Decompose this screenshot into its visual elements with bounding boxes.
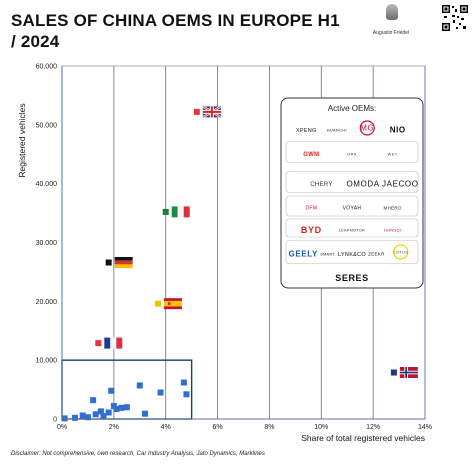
flag-stripe (163, 306, 182, 310)
flag-cross-h-blue (399, 371, 418, 374)
brand-logo: HONGQI (384, 228, 401, 232)
brand-logo: WEY (388, 151, 398, 156)
x-tick-label: 10% (314, 424, 328, 431)
brand-logo: GWM (303, 152, 319, 158)
data-point-other (84, 414, 91, 421)
brand-logo: NIO (390, 126, 406, 135)
qr-code-icon (441, 4, 469, 32)
legend-title: Active OEMs: (328, 104, 376, 113)
data-point-other (92, 411, 99, 418)
legend-row-frame (285, 141, 419, 163)
x-tick-label: 14% (418, 424, 432, 431)
legend-row-frame (285, 218, 419, 238)
data-point-other (183, 391, 190, 398)
legend-row-frame (285, 240, 419, 264)
y-tick-label: 0 (53, 417, 57, 424)
flag-stripe (104, 337, 111, 349)
flag-stripe (116, 337, 123, 349)
person-avatar-icon (386, 4, 398, 20)
flag-cross-h-red (202, 110, 221, 113)
data-point-other (113, 405, 120, 412)
brand-logo: GEELY (289, 250, 318, 259)
brand-logo: SMART (320, 252, 335, 256)
brand-logo: OMODA JAECOO (346, 180, 418, 189)
data-point-norway (390, 369, 397, 376)
data-point-france (95, 340, 102, 347)
data-point-other (97, 408, 104, 415)
x-tick-label: 2% (109, 424, 119, 431)
disclaimer-text: Disclaimer: Not comprehensive, own resea… (11, 451, 265, 457)
y-tick-label: 10.000 (36, 358, 58, 365)
data-point-other (71, 414, 78, 421)
y-tick-label: 20.000 (36, 299, 58, 306)
brand-logo: LOTUS (393, 249, 408, 254)
brand-logo: LYNK&CO (338, 252, 366, 258)
brand-logo: XPENG (296, 128, 317, 134)
author-name: Augustin Friedel (372, 30, 410, 36)
data-point-other (100, 413, 107, 420)
data-point-other (123, 404, 130, 411)
brand-logo: DFM (305, 206, 317, 212)
data-point-other (157, 389, 164, 396)
data-point-uk (193, 108, 200, 115)
uk-flag-icon (202, 105, 222, 119)
france-flag-icon (104, 337, 123, 349)
legend-row-frame (285, 195, 419, 217)
brand-logo: ZEEKR (368, 252, 385, 257)
data-point-other (118, 404, 125, 411)
brand-logo: VOYAH (343, 206, 362, 212)
flag-stripe (183, 206, 190, 218)
author-badge: Augustin Friedel (340, 4, 442, 40)
data-point-other (61, 415, 68, 422)
flag-stripe (114, 257, 133, 261)
brand-logo: MHERO (384, 206, 402, 211)
flag-stripe (114, 260, 133, 265)
x-axis-label: Share of total registered vehicles (301, 433, 425, 443)
brand-logo: MG (360, 124, 374, 133)
brand-logo: HUANCHI (327, 127, 347, 132)
data-point-other (105, 409, 112, 416)
flag-emblem (167, 302, 171, 306)
brand-logo: ORA (347, 151, 357, 156)
italy-flag-icon (171, 206, 190, 218)
brand-logo: CHERY (310, 182, 332, 188)
data-point-other (180, 379, 187, 386)
y-tick-label: 60.000 (36, 64, 58, 71)
data-point-germany (105, 259, 112, 266)
data-point-other (108, 387, 115, 394)
x-tick-label: 8% (264, 424, 274, 431)
germany-flag-icon (114, 257, 133, 269)
legend-row-frame (285, 171, 419, 193)
norway-flag-icon (399, 367, 418, 379)
brand-logo: SERES (335, 273, 369, 283)
brand-logo: LEAPMOTOR (339, 228, 365, 232)
flag-stripe (110, 337, 117, 349)
y-axis-label: Registered vehicles (17, 103, 27, 177)
brand-badge (359, 120, 375, 136)
data-point-other (90, 397, 97, 404)
brand-badge (393, 244, 409, 260)
x-tick-label: 6% (213, 424, 223, 431)
x-tick-label: 4% (161, 424, 171, 431)
y-tick-label: 50.000 (36, 122, 58, 129)
y-tick-label: 40.000 (36, 181, 58, 188)
data-point-italy (162, 208, 169, 215)
data-point-other (136, 382, 143, 389)
spain-flag-icon (163, 298, 182, 310)
flag-stripe (177, 206, 184, 218)
flag-stripe (163, 300, 182, 307)
x-tick-label: 12% (366, 424, 380, 431)
data-point-other (141, 410, 148, 417)
flag-stripe (114, 264, 133, 269)
flag-stripe (171, 206, 178, 218)
flag-stripe (163, 298, 182, 301)
x-tick-label: 0% (57, 424, 67, 431)
chart-title: SALES OF CHINA OEMS IN EUROPE H1 / 2024 (11, 11, 340, 51)
y-tick-label: 30.000 (36, 240, 58, 247)
data-point-other (79, 412, 86, 419)
data-point-spain (154, 300, 161, 307)
brand-logo: BYD (301, 225, 322, 235)
